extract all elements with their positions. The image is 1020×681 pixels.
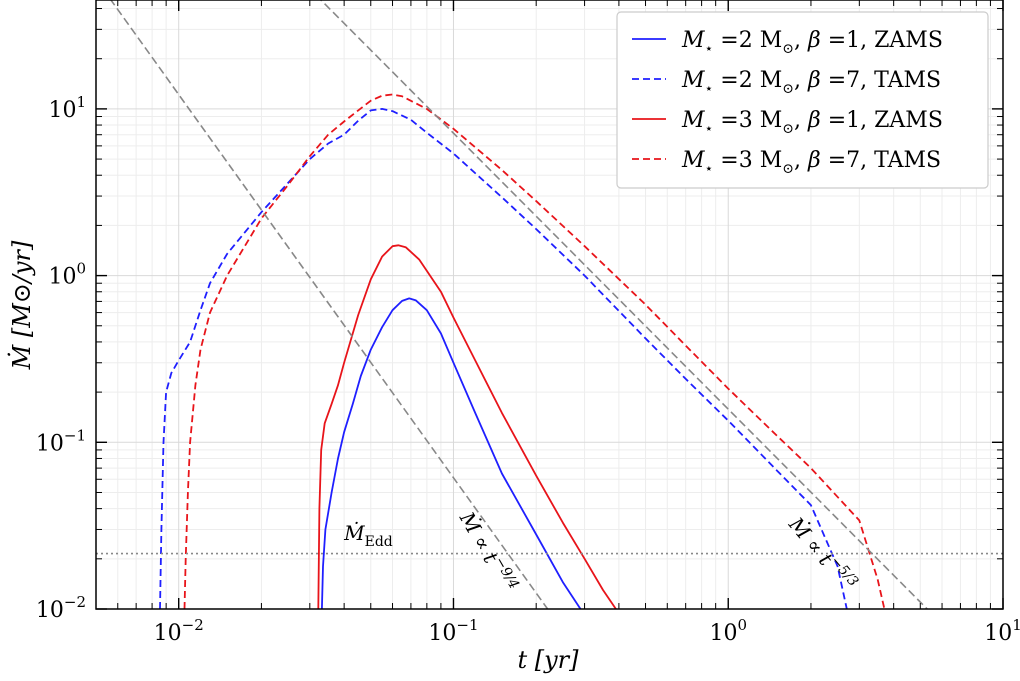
x-tick-label-exponent: −1 <box>456 616 478 634</box>
annotation-subscript: Edd <box>365 534 393 550</box>
y-tick-label-exponent: −2 <box>64 593 86 611</box>
legend-label-star: ⋆ <box>705 81 714 97</box>
legend-label-beta: β <box>807 108 821 133</box>
legend-label-sun: ⊙ <box>782 41 794 57</box>
legend-label-4: M⋆ =3 M⊙, β =7, TAMS <box>681 148 941 177</box>
x-tick-label: 100 <box>709 616 747 646</box>
y-axis-label: Ṁ [M⊙/yr] <box>7 240 36 370</box>
y-tick-label: 10−1 <box>36 426 86 456</box>
legend-label-mass: =3 M <box>713 148 782 173</box>
legend-label-m: M <box>681 68 705 93</box>
legend-label-sun: ⊙ <box>782 121 794 137</box>
legend-label-rest: =1, ZAMS <box>821 28 943 53</box>
y-tick-label-exponent: 1 <box>76 93 86 111</box>
series-line-4 <box>183 93 886 609</box>
legend-label-m: M <box>681 108 705 133</box>
legend-label-star: ⋆ <box>705 121 714 137</box>
tick-layer <box>95 0 1004 610</box>
x-tick-label-exponent: 0 <box>737 616 747 634</box>
series-line-1 <box>321 297 582 609</box>
legend-label-m: M <box>681 148 705 173</box>
legend-label-sep: , <box>794 108 808 133</box>
legend-label-beta: β <box>807 68 821 93</box>
x-tick-label-exponent: 1 <box>1012 616 1020 634</box>
legend-label-3: M⋆ =3 M⊙, β =1, ZAMS <box>681 108 943 137</box>
y-tick-label: 100 <box>48 260 86 290</box>
plot-frame <box>95 0 1004 610</box>
legend-label-2: M⋆ =2 M⊙, β =7, TAMS <box>681 68 941 97</box>
legend-label-mass: =3 M <box>713 108 782 133</box>
legend-label-rest: =7, TAMS <box>821 148 941 173</box>
x-tick-label-base: 10 <box>428 621 456 646</box>
legend-label-star: ⋆ <box>705 161 714 177</box>
x-tick-label-base: 10 <box>154 621 182 646</box>
legend-label-sun: ⊙ <box>782 161 794 177</box>
y-tick-label-base: 10 <box>48 265 76 290</box>
series-layer <box>96 0 1003 609</box>
series-line-2 <box>159 108 848 609</box>
x-tick-label: 101 <box>984 616 1020 646</box>
series-line-3 <box>317 244 617 609</box>
legend-label-1: M⋆ =2 M⊙, β =1, ZAMS <box>681 28 943 57</box>
y-tick-label-exponent: 0 <box>76 260 86 278</box>
x-tick-label: 10−1 <box>428 616 478 646</box>
legend-label-sun: ⊙ <box>782 81 794 97</box>
legend-label-m: M <box>681 28 705 53</box>
y-tick-label: 10−2 <box>36 593 86 623</box>
legend-label-sep: , <box>794 28 808 53</box>
legend-box <box>616 11 989 189</box>
y-tick-label-base: 10 <box>36 431 64 456</box>
annotation-main: Ṁ <box>343 521 365 545</box>
y-tick-label-base: 10 <box>48 98 76 123</box>
legend-label-mass: =2 M <box>713 68 782 93</box>
y-tick-label-base: 10 <box>36 598 64 623</box>
x-tick-label-base: 10 <box>984 621 1012 646</box>
legend-label-beta: β <box>807 148 821 173</box>
legend-label-sep: , <box>794 148 808 173</box>
legend-label-sep: , <box>794 68 808 93</box>
series-line-6 <box>319 0 928 609</box>
y-tick-label: 101 <box>48 93 86 123</box>
y-tick-label-exponent: −1 <box>64 426 86 444</box>
legend-label-beta: β <box>807 28 821 53</box>
x-tick-label-exponent: −2 <box>182 616 204 634</box>
x-tick-label: 10−2 <box>154 616 204 646</box>
x-axis-label: t [yr] <box>517 646 579 674</box>
legend-label-rest: =7, TAMS <box>821 68 941 93</box>
legend-label-star: ⋆ <box>705 41 714 57</box>
legend-label-rest: =1, ZAMS <box>821 108 943 133</box>
series-line-5 <box>109 0 549 609</box>
x-tick-label-base: 10 <box>709 621 737 646</box>
annotation-eddington: ṀEdd <box>343 521 393 550</box>
legend-label-mass: =2 M <box>713 28 782 53</box>
